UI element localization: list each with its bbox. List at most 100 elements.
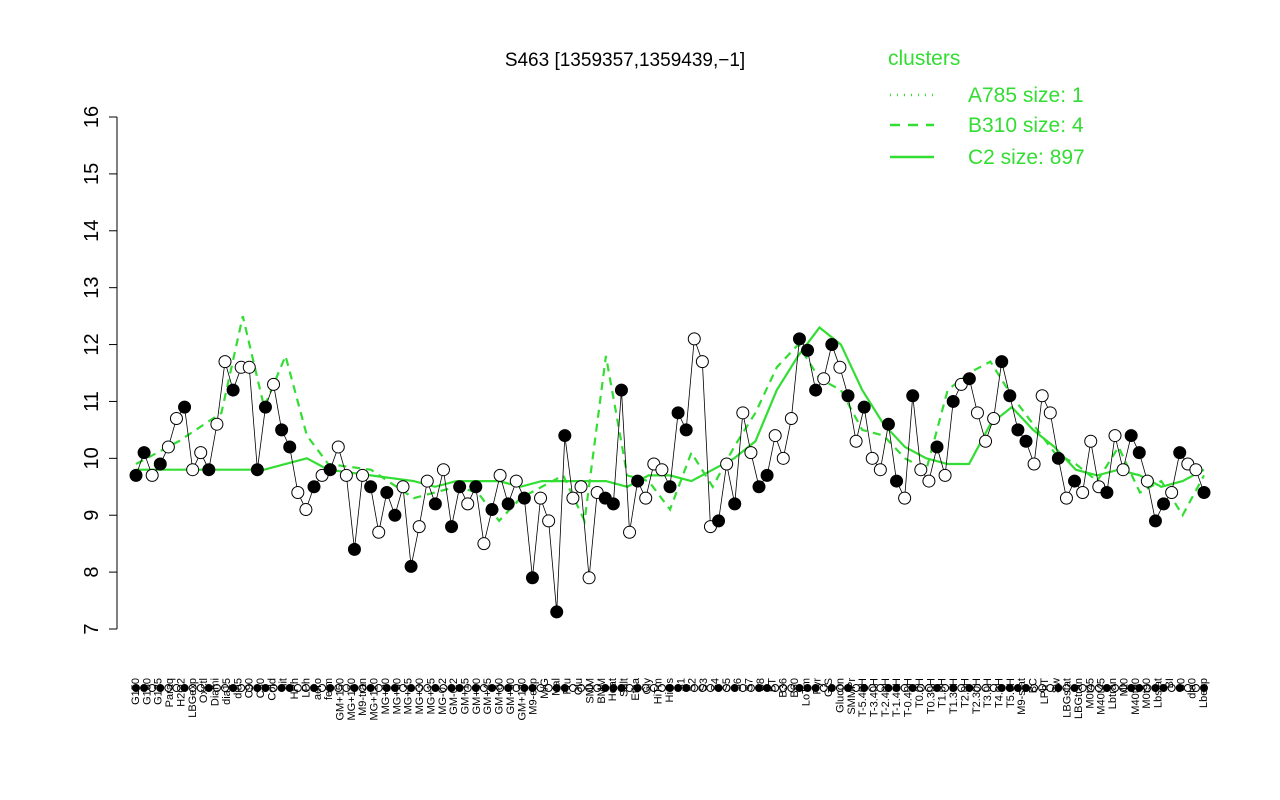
x-marker <box>269 684 278 692</box>
chart-title: S463 [1359357,1359439,−1] <box>505 50 745 71</box>
x-marker <box>390 684 399 692</box>
x-tick-label: C30 <box>255 678 267 698</box>
x-tick-label: S5 <box>721 678 733 691</box>
data-point <box>752 480 766 494</box>
data-point <box>1189 463 1203 477</box>
x-tick-label: SMMPr <box>846 678 858 715</box>
data-point <box>501 497 515 511</box>
x-tick-label: Salt <box>619 678 631 697</box>
x-tick-label: ferm <box>323 678 335 700</box>
data-point <box>145 468 159 482</box>
data-point <box>396 480 410 494</box>
x-marker <box>811 684 820 692</box>
data-point <box>736 406 750 420</box>
data-point <box>970 406 984 420</box>
x-marker <box>1111 684 1119 692</box>
x-tick-label: GM+150 <box>335 678 347 721</box>
data-point <box>339 468 353 482</box>
data-point <box>323 463 337 477</box>
x-tick-label: M40t90 <box>1130 678 1142 715</box>
data-point <box>995 355 1009 369</box>
x-tick-label: S1 <box>675 678 687 691</box>
x-tick-label: S8 <box>755 678 767 691</box>
x-marker <box>924 684 933 692</box>
x-tick-label: Glu <box>573 678 585 695</box>
x-marker <box>536 684 545 692</box>
x-tick-label: T-2.40H <box>880 678 892 717</box>
x-marker <box>374 684 383 692</box>
x-tick-label: GM-0.2 <box>448 678 460 715</box>
x-tick-label: G180 <box>141 678 153 705</box>
x-tick-label: MG+45 <box>403 678 415 714</box>
x-tick-label: dia5 <box>232 678 244 699</box>
x-tick-label: MG-0.2 <box>437 678 449 715</box>
x-marker <box>682 684 691 692</box>
x-tick-label: Lbexp <box>1198 678 1210 708</box>
data-point <box>760 468 774 482</box>
x-tick-label: dia0 <box>1187 678 1199 699</box>
x-marker <box>827 684 836 692</box>
x-marker <box>172 684 181 692</box>
x-tick-label: LPhT <box>1039 678 1051 705</box>
data-point <box>307 480 321 494</box>
data-point <box>671 406 685 420</box>
x-marker <box>706 684 715 692</box>
x-tick-label: HiOs <box>664 678 676 703</box>
data-point <box>453 480 467 494</box>
x-marker <box>690 684 699 692</box>
data-point <box>623 525 637 539</box>
x-tick-label: HiTm <box>653 678 665 704</box>
y-tick-label: 9 <box>81 510 103 521</box>
x-marker <box>981 684 990 692</box>
x-marker <box>520 684 529 692</box>
x-marker <box>310 684 318 692</box>
x-marker <box>439 684 448 692</box>
y-tick-label: 12 <box>81 333 103 355</box>
data-point <box>291 485 305 499</box>
x-marker <box>900 684 909 692</box>
x-marker <box>552 684 561 692</box>
x-tick-label: S3 <box>698 678 710 691</box>
data-point <box>137 446 151 460</box>
x-marker <box>577 684 585 692</box>
y-tick-label: 8 <box>81 567 103 578</box>
data-point <box>679 423 693 437</box>
data-point <box>1068 474 1082 488</box>
x-marker <box>148 684 157 692</box>
data-point <box>517 491 531 505</box>
data-point <box>898 491 912 505</box>
x-marker <box>1167 684 1176 692</box>
x-marker <box>763 684 772 692</box>
data-point <box>841 389 855 403</box>
x-tick-label: Diami <box>210 678 222 706</box>
data-point <box>776 451 790 465</box>
data-point <box>663 480 677 494</box>
x-tick-label: MG+120 <box>369 678 381 721</box>
x-marker <box>1175 684 1184 692</box>
data-point <box>525 571 539 585</box>
data-point <box>436 463 450 477</box>
x-tick-label: T5.0H <box>1005 678 1017 708</box>
series-line-dashed <box>135 315 1205 525</box>
x-marker <box>835 684 844 692</box>
data-point <box>873 463 887 477</box>
data-point <box>493 468 507 482</box>
x-marker <box>504 684 513 692</box>
x-marker <box>1127 684 1136 692</box>
data-point <box>857 400 871 414</box>
data-point <box>347 542 361 556</box>
data-point <box>250 463 264 477</box>
x-marker <box>1151 684 1160 692</box>
x-marker <box>1159 684 1168 692</box>
x-marker <box>318 684 327 692</box>
x-tick-label: S6 <box>732 678 744 691</box>
x-tick-label: T1.30H <box>948 678 960 714</box>
data-point <box>655 463 669 477</box>
y-tick-label: 14 <box>81 220 103 242</box>
x-marker <box>1086 684 1095 692</box>
x-marker <box>407 684 416 692</box>
data-point <box>1124 429 1138 443</box>
x-tick-label: Sw <box>1050 678 1062 693</box>
data-point <box>817 372 831 386</box>
legend-title: clusters <box>888 47 960 70</box>
